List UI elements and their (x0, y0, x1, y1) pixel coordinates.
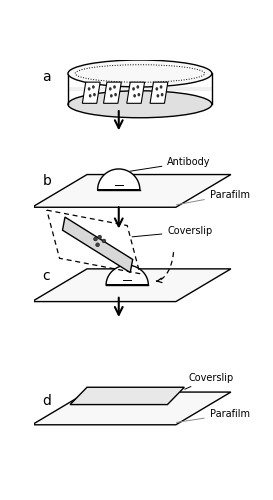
Ellipse shape (98, 235, 102, 239)
Ellipse shape (155, 87, 158, 90)
Text: Antibody: Antibody (130, 157, 211, 171)
Ellipse shape (68, 60, 212, 87)
Text: Coverslip: Coverslip (185, 372, 234, 389)
Polygon shape (82, 82, 100, 104)
Ellipse shape (136, 85, 139, 88)
Ellipse shape (93, 93, 96, 96)
Polygon shape (106, 265, 149, 285)
Polygon shape (32, 392, 231, 425)
Ellipse shape (160, 85, 162, 88)
Ellipse shape (109, 87, 112, 90)
Polygon shape (70, 387, 184, 404)
Text: b: b (43, 174, 52, 188)
Ellipse shape (89, 94, 91, 98)
Text: c: c (43, 268, 50, 282)
Ellipse shape (68, 91, 212, 118)
Text: Parafilm: Parafilm (176, 190, 250, 205)
Ellipse shape (132, 87, 135, 90)
Ellipse shape (113, 85, 116, 88)
Polygon shape (127, 82, 145, 104)
Polygon shape (68, 87, 212, 91)
Ellipse shape (92, 85, 95, 88)
Text: d: d (43, 394, 52, 407)
Polygon shape (103, 82, 121, 104)
Text: Parafilm: Parafilm (177, 409, 250, 422)
Ellipse shape (94, 237, 97, 241)
Ellipse shape (96, 243, 99, 246)
Text: a: a (43, 70, 51, 85)
Ellipse shape (138, 93, 140, 96)
Polygon shape (98, 169, 140, 190)
Text: Coverslip: Coverslip (132, 226, 213, 237)
Ellipse shape (102, 239, 106, 243)
Polygon shape (32, 174, 231, 208)
Polygon shape (150, 82, 168, 104)
Ellipse shape (110, 94, 113, 98)
Ellipse shape (161, 93, 164, 96)
Ellipse shape (133, 94, 136, 98)
Ellipse shape (156, 94, 159, 98)
Polygon shape (32, 269, 231, 302)
Polygon shape (63, 217, 133, 272)
Ellipse shape (114, 93, 117, 96)
Ellipse shape (88, 87, 91, 90)
